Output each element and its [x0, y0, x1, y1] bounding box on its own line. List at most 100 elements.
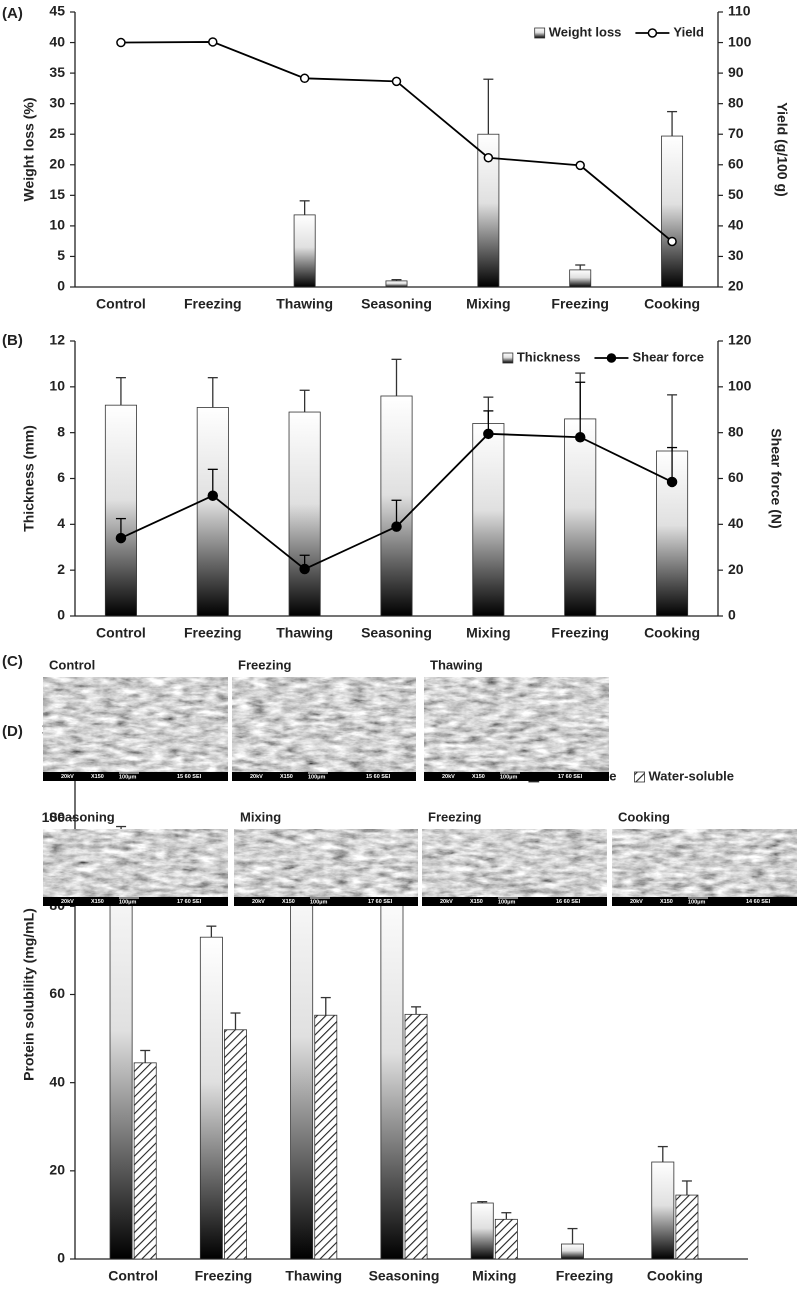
x-tick-label: Mixing — [466, 625, 510, 641]
bar — [380, 883, 404, 1260]
caption-scale: 100μm — [119, 899, 137, 905]
legend-marker — [647, 28, 658, 38]
caption-bar — [43, 897, 228, 906]
x-tick-label: Cooking — [644, 296, 700, 312]
y2-tick-label: 100 — [728, 33, 752, 49]
bar — [385, 280, 408, 288]
bar — [104, 404, 137, 617]
caption-magnification: X150 — [660, 899, 673, 905]
marker — [574, 432, 586, 443]
marker — [391, 521, 402, 532]
y-tick-label: 30 — [49, 94, 65, 110]
y-tick-label: 40 — [49, 33, 65, 49]
legend-swatch — [502, 352, 514, 364]
sem-image — [422, 829, 607, 906]
caption-magnification: X150 — [91, 774, 104, 780]
marker — [483, 428, 494, 440]
sem-image — [43, 829, 228, 906]
marker — [391, 76, 402, 87]
caption-scale: 100μm — [498, 899, 516, 905]
bar — [133, 1062, 157, 1260]
sem-image — [234, 829, 418, 906]
panel-label: (A) — [2, 5, 23, 22]
sem-image — [232, 677, 416, 781]
bar — [199, 936, 223, 1260]
marker — [208, 37, 218, 47]
x-tick-label: Cooking — [644, 625, 700, 641]
y2-tick-label: 80 — [728, 94, 744, 110]
legend-swatch — [634, 771, 645, 783]
caption-code: 17 60 SEI — [177, 899, 202, 905]
image-title: Thawing — [430, 657, 483, 672]
marker — [483, 153, 494, 163]
x-tick-label: Seasoning — [361, 296, 432, 312]
caption-code: 16 60 SEI — [556, 899, 581, 905]
y-tick-label: 4 — [57, 515, 65, 531]
caption-bar — [234, 897, 418, 906]
caption-magnification: X150 — [472, 774, 485, 780]
x-tick-label: Thawing — [276, 296, 333, 312]
caption-code: 14 60 SEI — [746, 899, 771, 905]
image-title: Freezing — [428, 809, 482, 824]
x-tick-label: Mixing — [472, 1268, 516, 1284]
caption-bar — [232, 772, 416, 781]
y-tick-label: 12 — [49, 332, 65, 348]
bar — [564, 418, 597, 617]
y2-tick-label: 120 — [728, 332, 752, 348]
x-tick-label: Control — [96, 625, 146, 641]
x-tick-label: Control — [96, 296, 146, 312]
caption-voltage: 20kV — [630, 899, 643, 905]
caption-magnification: X150 — [280, 774, 293, 780]
y-axis-label: Thickness (mm) — [21, 425, 37, 532]
bar — [196, 407, 229, 617]
caption-scale: 100μm — [308, 774, 326, 780]
bar — [651, 1161, 675, 1260]
legend-label: Yield — [673, 24, 704, 39]
x-tick-label: Cooking — [647, 1268, 703, 1284]
y-tick-label: 10 — [49, 217, 65, 233]
y-tick-label: 20 — [49, 155, 65, 171]
y-tick-label: 20 — [49, 1162, 65, 1178]
y2-tick-label: 0 — [728, 607, 736, 623]
panel-label: (C) — [2, 653, 23, 670]
y-tick-label: 45 — [49, 3, 65, 19]
y-tick-label: 0 — [57, 278, 65, 294]
bar — [404, 1013, 428, 1260]
x-tick-label: Thawing — [285, 1268, 342, 1284]
marker — [115, 532, 127, 544]
x-tick-label: Seasoning — [369, 1268, 440, 1284]
x-tick-label: Freezing — [551, 625, 609, 641]
y-tick-label: 10 — [49, 378, 65, 394]
legend-label: Thickness — [517, 349, 581, 364]
caption-bar — [424, 772, 609, 781]
sem-image — [612, 829, 797, 906]
bar — [224, 1029, 247, 1260]
bar — [470, 1202, 494, 1260]
caption-scale: 100μm — [500, 774, 518, 780]
bar — [675, 1194, 699, 1260]
image-title: Mixing — [240, 809, 281, 824]
bar — [293, 214, 316, 288]
x-tick-label: Freezing — [551, 296, 609, 312]
x-tick-label: Mixing — [466, 296, 510, 312]
caption-bar — [43, 772, 228, 781]
y-tick-label: 15 — [49, 186, 65, 202]
bar — [288, 411, 321, 617]
panel-label: (B) — [2, 332, 23, 349]
caption-magnification: X150 — [91, 899, 104, 905]
x-tick-label: Freezing — [184, 625, 242, 641]
image-title: Seasoning — [49, 809, 115, 824]
line — [120, 41, 673, 243]
caption-magnification: X150 — [470, 899, 483, 905]
bar — [661, 135, 684, 288]
y2-tick-label: 60 — [728, 155, 744, 171]
bar — [290, 853, 314, 1260]
y2-tick-label: 20 — [728, 561, 744, 577]
image-title: Cooking — [618, 809, 670, 824]
image-title: Control — [49, 657, 95, 672]
legend-label: Shear force — [632, 349, 704, 364]
caption-bar — [612, 897, 797, 906]
caption-voltage: 20kV — [61, 899, 74, 905]
